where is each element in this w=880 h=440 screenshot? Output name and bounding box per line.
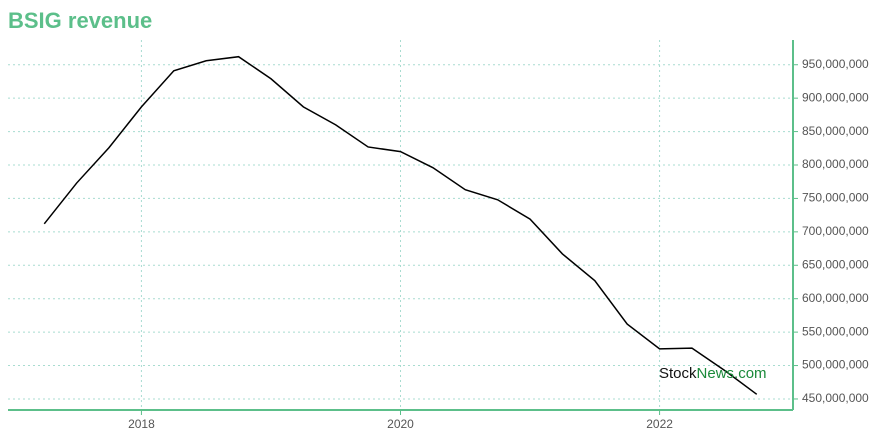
watermark-news: News.com: [697, 365, 767, 382]
y-tick-label: 550,000,000: [802, 324, 869, 338]
y-tick-label: 450,000,000: [802, 391, 869, 405]
y-tick-label: 800,000,000: [802, 157, 869, 171]
watermark: StockNews.com: [659, 365, 767, 382]
y-tick-label: 700,000,000: [802, 224, 869, 238]
y-tick-label: 950,000,000: [802, 57, 869, 71]
y-tick-label: 900,000,000: [802, 90, 869, 104]
watermark-stock: Stock: [659, 365, 697, 382]
y-tick-label: 650,000,000: [802, 257, 869, 271]
chart-title: BSIG revenue: [8, 8, 152, 33]
y-tick-label: 600,000,000: [802, 291, 869, 305]
x-tick-label: 2022: [646, 417, 673, 431]
y-tick-label: 500,000,000: [802, 358, 869, 372]
y-tick-label: 850,000,000: [802, 124, 869, 138]
x-tick-label: 2018: [128, 417, 155, 431]
x-tick-label: 2020: [387, 417, 414, 431]
y-tick-label: 750,000,000: [802, 191, 869, 205]
line: [43, 55, 758, 395]
